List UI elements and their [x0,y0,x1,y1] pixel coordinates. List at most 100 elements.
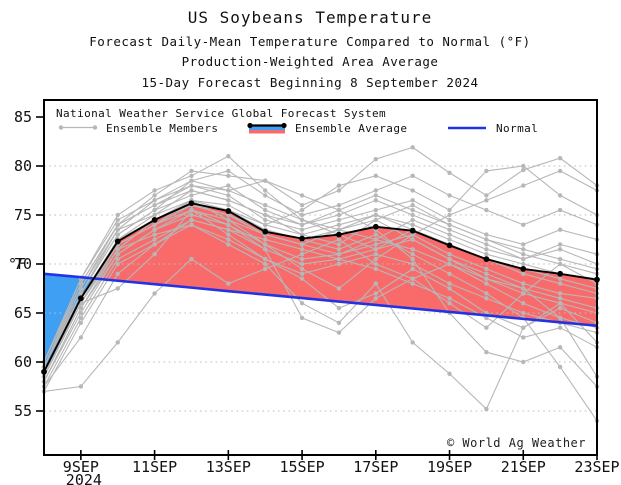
ensemble-member-point [336,212,342,218]
ensemble-member-point [557,242,563,247]
ensemble-member-point [226,227,231,232]
ensemble-member-point [115,256,120,262]
ensemble-average-point [520,266,527,272]
y-tick-label: 55 [14,402,32,420]
y-axis-unit-label: °F [8,255,26,273]
ensemble-member-point [557,193,563,198]
ensemble-member-point [299,232,305,237]
ensemble-member-line [43,219,598,387]
ensemble-member-point [521,291,526,296]
ensemble-average-point [225,208,232,214]
ensemble-member-point [115,252,120,257]
ensemble-member-point [263,222,268,227]
ensemble-member-point [410,252,415,257]
ensemble-member-point [373,217,378,223]
ensemble-member-point [447,252,452,257]
ensemble-member-point [78,291,84,296]
ensemble-member-point [299,256,305,262]
ensemble-member-point [557,291,563,296]
ensemble-member-point [373,261,378,267]
ensemble-member-point [521,325,526,330]
ensemble-member-point [336,188,342,193]
ensemble-member-point [336,222,342,227]
ensemble-member-point [410,266,415,272]
ensemble-member-point [336,261,342,267]
above-normal-fill [93,203,597,326]
ensemble-member-point [336,207,342,213]
ensemble-member-point [78,286,84,291]
ensemble-member-point [521,252,526,257]
ensemble-member-point [447,193,452,198]
ensemble-member-point [263,217,268,223]
ensemble-member-point [521,359,526,365]
ensemble-member-point [484,242,489,247]
ensemble-member-point [557,305,563,311]
ensemble-member-point [447,286,452,291]
ensemble-member-point [484,247,489,252]
ensemble-member-point [263,261,268,267]
ensemble-member-point [115,222,120,227]
ensemble-member-point [521,301,526,306]
ensemble-member-point [373,193,378,198]
ensemble-member-point [521,261,526,267]
ensemble-member-point [189,222,194,227]
ensemble-member-point [263,207,268,213]
y-tick-label: 75 [14,206,32,224]
ensemble-member-point [152,227,157,232]
ensemble-member-point [299,247,305,252]
ensemble-member-point [299,203,305,208]
ensemble-member-point [557,296,563,301]
ensemble-member-point [484,281,489,286]
ensemble-member-point [336,227,342,232]
ensemble-member-point [484,315,489,321]
ensemble-member-point [447,296,452,301]
ensemble-member-line [43,155,598,363]
ensemble-member-point [521,271,526,276]
x-tick-label: 23SEP [574,458,619,476]
ensemble-member-point [373,281,378,286]
ensemble-member-point [557,281,563,286]
ensemble-member-point [484,406,489,412]
ensemble-member-point [226,281,231,286]
ensemble-member-point [484,350,489,355]
ensemble-member-point [410,232,415,237]
ensemble-member-point [484,207,489,213]
ensemble-member-point [373,252,378,257]
ensemble-average-point [409,227,416,234]
ensemble-member-point [226,237,231,242]
ensemble-member-point [410,212,415,218]
ensemble-member-point [410,276,415,281]
ensemble-member-point [336,286,342,291]
ensemble-member-point [299,222,305,227]
ensemble-member-point [189,217,194,223]
ensemble-member-point [189,188,194,193]
ensemble-member-point [226,173,231,178]
ensemble-member-point [373,247,378,252]
ensemble-member-point [226,193,231,198]
ensemble-member-point [299,242,305,247]
ensemble-member-point [557,301,563,306]
ensemble-member-point [115,212,120,218]
ensemble-member-point [484,232,489,237]
ensemble-member-point [410,340,415,345]
x-tick-label: 17SEP [353,458,398,476]
ensemble-member-point [410,222,415,227]
ensemble-member-point [152,237,157,242]
ensemble-member-point [521,247,526,252]
chart-subtitle-3: 15-Day Forecast Beginning 8 September 20… [141,75,478,90]
ensemble-member-point [299,271,305,276]
ensemble-member-point [521,242,526,247]
legend-normal-entry: Normal [448,122,538,135]
ensemble-member-point [373,173,378,178]
ensemble-member-point [115,247,120,252]
ensemble-member-point [373,256,378,262]
ensemble-member-point [373,188,378,193]
ensemble-member-point [410,237,415,242]
ensemble-member-point [263,178,268,183]
ensemble-average-point [336,231,342,238]
ensemble-member-line [43,209,598,377]
ensemble-member-point [189,183,194,188]
ensemble-member-point [484,252,489,257]
ensemble-member-point [410,173,415,178]
